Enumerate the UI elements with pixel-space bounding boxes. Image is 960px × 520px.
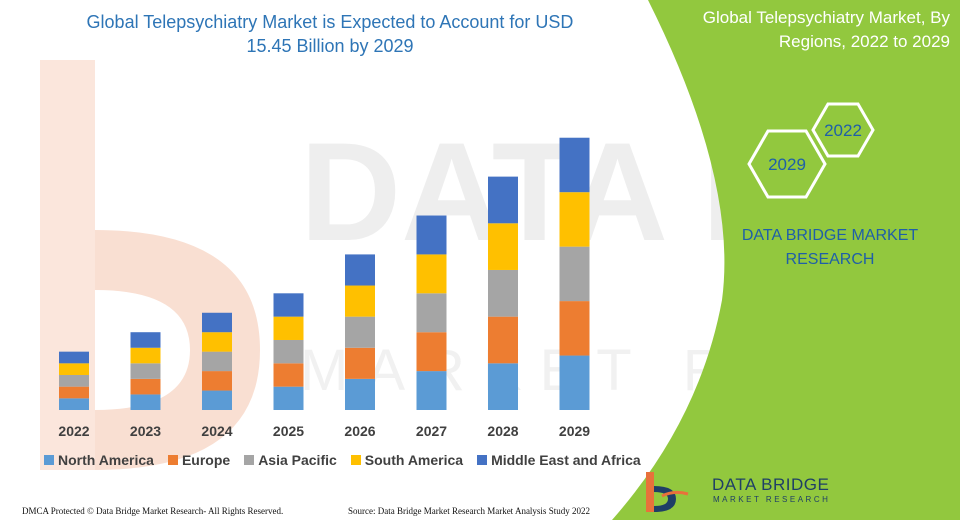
x-tick-label-2025: 2025 bbox=[273, 423, 304, 439]
bar-2024-europe bbox=[202, 371, 232, 391]
bar-2024-north-america bbox=[202, 390, 232, 410]
bar-2029-asia-pacific bbox=[559, 246, 590, 302]
legend-label: South America bbox=[364, 452, 464, 468]
x-tick-label-2024: 2024 bbox=[201, 423, 232, 439]
bar-2024-south-america bbox=[202, 332, 232, 352]
logo-line2: MARKET RESEARCH bbox=[713, 495, 831, 504]
x-tick-label-2022: 2022 bbox=[58, 423, 89, 439]
bar-2026-europe bbox=[345, 347, 375, 379]
chart-title-line1: Global Telepsychiatry Market is Expected… bbox=[86, 12, 574, 32]
bar-2029-south-america bbox=[559, 192, 590, 247]
panel-brand-line2: RESEARCH bbox=[785, 251, 875, 268]
footer-copyright: DMCA Protected © Data Bridge Market Rese… bbox=[22, 506, 284, 516]
bar-2022-north-america bbox=[59, 398, 89, 410]
bar-2025-middle-east-and-africa bbox=[273, 293, 304, 317]
chart-title: Global Telepsychiatry Market is Expected… bbox=[20, 10, 640, 58]
x-tick-label-2026: 2026 bbox=[344, 423, 375, 439]
legend-swatch bbox=[244, 455, 255, 465]
legend-swatch bbox=[477, 455, 488, 465]
logo-b-bowl bbox=[654, 486, 676, 512]
logo-line1: DATA BRIDGE bbox=[712, 475, 830, 494]
bar-2027-south-america bbox=[416, 254, 447, 294]
bar-2023-europe bbox=[130, 378, 161, 395]
legend-item-asia-pacific: Asia Pacific bbox=[244, 452, 337, 468]
panel-brand: DATA BRIDGE MARKET RESEARCH bbox=[735, 224, 925, 272]
bar-2028-north-america bbox=[488, 363, 518, 410]
legend-item-north-america: North America bbox=[44, 452, 154, 468]
bar-2027-asia-pacific bbox=[416, 293, 447, 333]
logo-swoosh bbox=[661, 490, 689, 498]
bar-2026-middle-east-and-africa bbox=[345, 254, 375, 286]
hex-year-2029: 2029 bbox=[768, 155, 806, 174]
bar-2026-asia-pacific bbox=[345, 316, 375, 348]
chart-legend: North America Europe Asia Pacific South Ame… bbox=[44, 452, 644, 468]
bar-2024-asia-pacific bbox=[202, 351, 232, 372]
bar-2026-south-america bbox=[345, 285, 375, 317]
x-tick-label-2029: 2029 bbox=[559, 423, 590, 439]
hexagon-2022: 2022 bbox=[811, 102, 875, 158]
bar-2024-middle-east-and-africa bbox=[202, 312, 232, 333]
bar-2028-europe bbox=[488, 316, 518, 364]
bar-2023-south-america bbox=[130, 347, 161, 364]
legend-item-south-america: South America bbox=[350, 452, 464, 468]
logo-b-stem bbox=[646, 472, 654, 512]
bar-2023-middle-east-and-africa bbox=[130, 332, 161, 348]
x-tick-label-2028: 2028 bbox=[487, 423, 518, 439]
bar-2026-north-america bbox=[345, 378, 375, 410]
panel-title-line1: Global Telepsychiatry Market, By bbox=[702, 8, 950, 27]
panel-title: Global Telepsychiatry Market, By Regions… bbox=[670, 6, 950, 54]
bar-2029-europe bbox=[559, 301, 590, 356]
chart-title-line2: 15.45 Billion by 2029 bbox=[246, 36, 414, 56]
bar-2029-north-america bbox=[559, 355, 590, 410]
x-tick-label-2023: 2023 bbox=[130, 423, 161, 439]
panel-title-line2: Regions, 2022 to 2029 bbox=[778, 32, 950, 51]
bar-2027-north-america bbox=[416, 371, 447, 410]
legend-item-middle-east-and-africa: Middle East and Africa bbox=[477, 452, 641, 468]
bar-2028-south-america bbox=[488, 223, 518, 270]
legend-label: Middle East and Africa bbox=[491, 452, 641, 468]
legend-item-europe: Europe bbox=[167, 452, 231, 468]
hex-year-2022: 2022 bbox=[824, 121, 862, 140]
x-tick-label-2027: 2027 bbox=[416, 423, 447, 439]
bar-2027-europe bbox=[416, 332, 447, 372]
bar-2022-asia-pacific bbox=[59, 374, 89, 387]
bar-2022-europe bbox=[59, 386, 89, 399]
legend-swatch bbox=[350, 455, 361, 465]
bar-2022-south-america bbox=[59, 363, 89, 375]
bar-2025-south-america bbox=[273, 316, 304, 340]
footer-source: Source: Data Bridge Market Research Mark… bbox=[348, 506, 590, 516]
data-bridge-logo bbox=[646, 472, 689, 512]
legend-swatch bbox=[167, 455, 178, 465]
bar-2029-middle-east-and-africa bbox=[559, 137, 590, 193]
legend-swatch bbox=[44, 455, 54, 465]
panel-brand-line1: DATA BRIDGE MARKET bbox=[741, 227, 919, 244]
bar-2025-europe bbox=[273, 363, 304, 387]
bar-2028-middle-east-and-africa bbox=[488, 176, 518, 224]
legend-label: North America bbox=[58, 452, 154, 468]
bar-2025-north-america bbox=[273, 386, 304, 410]
bar-2023-asia-pacific bbox=[130, 363, 161, 379]
bar-2025-asia-pacific bbox=[273, 339, 304, 364]
bar-2027-middle-east-and-africa bbox=[416, 215, 447, 255]
legend-label: Asia Pacific bbox=[258, 452, 337, 468]
bar-2023-north-america bbox=[130, 394, 161, 410]
legend-label: Europe bbox=[181, 452, 231, 468]
bar-2022-middle-east-and-africa bbox=[59, 351, 89, 364]
hexagon-2029: 2029 bbox=[747, 129, 827, 199]
bar-2028-asia-pacific bbox=[488, 269, 518, 317]
